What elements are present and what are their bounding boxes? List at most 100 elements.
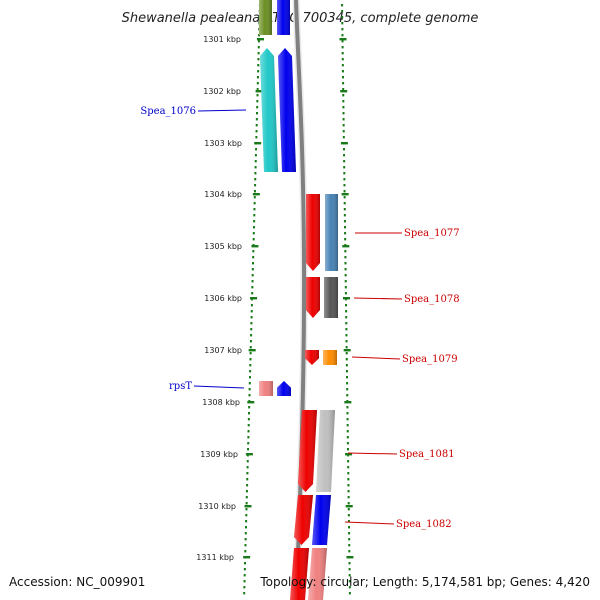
- rail-dot: [343, 166, 346, 169]
- rail-dot: [247, 430, 250, 433]
- rail-dot: [344, 286, 347, 289]
- gene-feature-shading: [325, 194, 338, 271]
- rail-dot: [345, 352, 348, 355]
- rail-dot: [347, 472, 350, 475]
- rail-dot: [345, 364, 348, 367]
- scale-label: 1303 kbp: [204, 139, 242, 148]
- gene-feature-shading: [277, 0, 290, 35]
- rail-dot: [254, 184, 257, 187]
- rail-dot: [346, 376, 349, 379]
- gene-feature-shading: [290, 548, 309, 600]
- rail-dot: [249, 352, 252, 355]
- scale-label: 1304 kbp: [204, 190, 242, 199]
- rail-dot: [345, 310, 348, 313]
- rail-dot: [346, 388, 349, 391]
- rail-dot: [251, 292, 254, 295]
- rail-dot: [254, 172, 257, 175]
- gene-label-spea-1078[interactable]: Spea_1078: [404, 294, 460, 305]
- rail-dot: [341, 4, 344, 7]
- rail-dot: [257, 46, 260, 49]
- rail-dot: [243, 574, 246, 577]
- rail-dot: [258, 34, 261, 37]
- rail-dot: [343, 160, 346, 163]
- gene-label-rpst[interactable]: rpsT: [169, 381, 192, 392]
- rail-dot: [345, 328, 348, 331]
- rail-dot: [249, 370, 252, 373]
- rail-dot: [347, 490, 350, 493]
- gene-feature-shading: [312, 495, 331, 545]
- rail-dot: [253, 202, 256, 205]
- rail-dot: [344, 262, 347, 265]
- rail-dot: [347, 478, 350, 481]
- rail-dot: [246, 472, 249, 475]
- rail-dot: [244, 550, 247, 553]
- rail-dot: [251, 268, 254, 271]
- scale-label: 1310 kbp: [198, 502, 236, 511]
- gene-feature-shading: [278, 48, 296, 172]
- rail-dot: [243, 592, 246, 595]
- rail-dot: [348, 568, 351, 571]
- rail-dot: [344, 268, 347, 271]
- gene-label-spea-1082[interactable]: Spea_1082: [396, 519, 452, 530]
- rail-dot: [343, 184, 346, 187]
- scale-label: 1305 kbp: [204, 242, 242, 251]
- rail-dot: [252, 232, 255, 235]
- rail-dot: [245, 502, 248, 505]
- rail-dot: [252, 250, 255, 253]
- gene-feature-shading: [305, 350, 319, 365]
- rail-dot: [245, 496, 248, 499]
- rail-dot: [341, 70, 344, 73]
- rail-dot: [345, 340, 348, 343]
- rail-dot: [246, 484, 249, 487]
- rail-dot: [347, 502, 350, 505]
- rail-dot: [244, 526, 247, 529]
- rail-dot: [248, 382, 251, 385]
- rail-dot: [250, 316, 253, 319]
- rail-dot: [341, 22, 344, 25]
- rail-dot: [341, 40, 344, 43]
- rail-dot: [344, 280, 347, 283]
- rail-dot: [256, 76, 259, 79]
- gene-label-spea-1079[interactable]: Spea_1079: [402, 354, 458, 365]
- rail-dot: [255, 130, 258, 133]
- rail-major-tick: [250, 297, 258, 300]
- rail-dot: [250, 334, 253, 337]
- gene-label-spea-1077[interactable]: Spea_1077: [404, 228, 460, 239]
- rail-major-tick: [340, 142, 348, 145]
- rail-major-tick: [244, 505, 252, 508]
- rail-dot: [253, 220, 256, 223]
- rail-dot: [348, 580, 351, 583]
- rail-dot: [346, 406, 349, 409]
- gene-label-spea-1076[interactable]: Spea_1076: [140, 106, 196, 117]
- rail-dot: [246, 466, 249, 469]
- rail-dot: [257, 64, 260, 67]
- rail-dot: [252, 226, 255, 229]
- rail-dot: [343, 202, 346, 205]
- leader-line: [351, 356, 401, 360]
- rail-major-tick: [248, 349, 256, 352]
- rail-dot: [248, 394, 251, 397]
- rail-dot: [252, 238, 255, 241]
- rail-dot: [348, 586, 351, 589]
- rail-dot: [245, 490, 248, 493]
- rail-dot: [244, 538, 247, 541]
- rail-dot: [341, 16, 344, 19]
- rail-dot: [344, 232, 347, 235]
- rail-dot: [252, 262, 255, 265]
- rail-dot: [343, 208, 346, 211]
- rail-dot: [345, 304, 348, 307]
- rail-dot: [343, 172, 346, 175]
- rail-dot: [347, 520, 350, 523]
- gene-feature-shading: [306, 277, 320, 318]
- rail-major-tick: [254, 142, 262, 145]
- rail-dot: [341, 46, 344, 49]
- rail-dot: [342, 100, 345, 103]
- gene-feature-shading: [298, 410, 317, 492]
- rail-dot: [342, 76, 345, 79]
- gene-label-spea-1081[interactable]: Spea_1081: [399, 449, 455, 460]
- rail-dot: [247, 436, 250, 439]
- rail-dot: [244, 532, 247, 535]
- scale-label: 1311 kbp: [196, 553, 234, 562]
- gene-features: [259, 0, 338, 600]
